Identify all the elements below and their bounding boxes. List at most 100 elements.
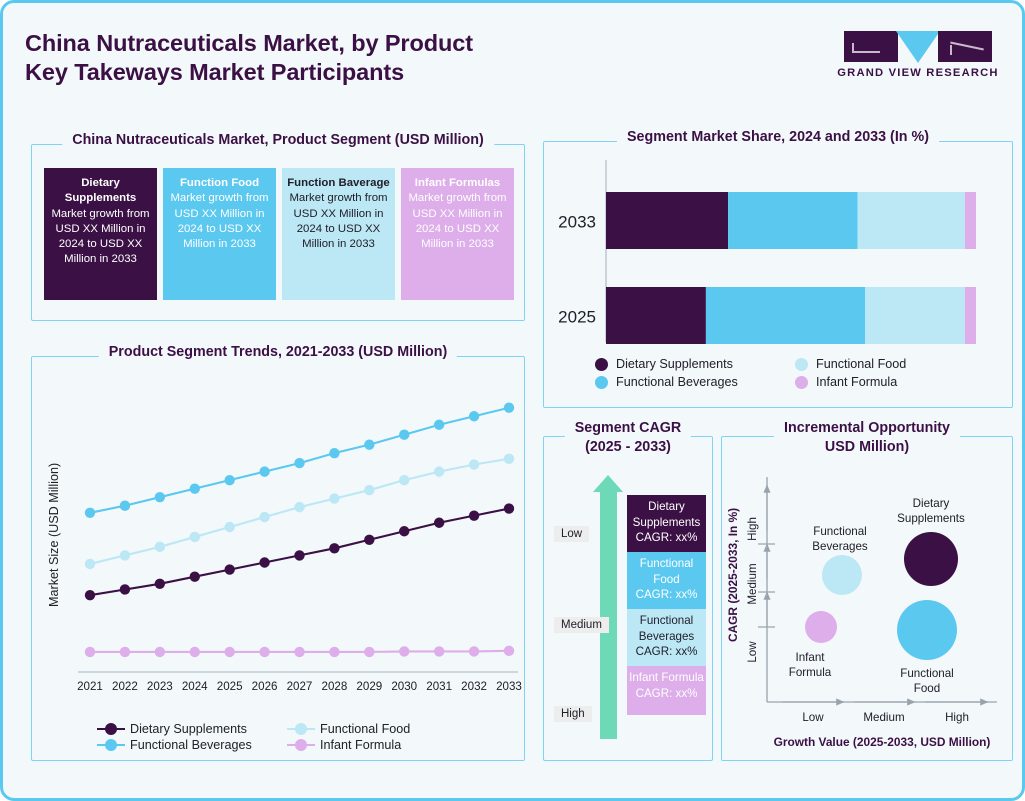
trend-point xyxy=(468,646,480,657)
trend-point xyxy=(399,474,410,486)
trends-panel-title: Product Segment Trends, 2021-2033 (USD M… xyxy=(98,343,458,362)
legend-label: Functional Food xyxy=(816,357,907,371)
cagr-box-name-line-1: Dietary xyxy=(648,500,685,513)
opp-bubble-label-if-2: Formula xyxy=(789,666,832,679)
trends-line-chart: Market Size (USD Million) 2021 2022 2023 20… xyxy=(47,402,522,693)
opp-x-tick-medium: Medium xyxy=(863,711,904,724)
trend-x-tick: 2024 xyxy=(182,680,208,693)
segment-card-body: Market growth from USD XX Million in 202… xyxy=(289,192,388,251)
trend-point xyxy=(154,646,166,658)
cagr-scale-low: Low xyxy=(554,526,590,542)
trend-x-tick: 2033 xyxy=(496,680,522,693)
trend-point xyxy=(224,521,235,533)
legend-item-functional-food: Functional Food xyxy=(795,357,995,371)
trend-point xyxy=(503,402,515,413)
trend-point xyxy=(503,453,515,465)
cagr-box-name-line-1: Functional xyxy=(639,614,694,627)
cagr-box-name-line-2: Beverages xyxy=(638,629,695,643)
trend-point xyxy=(503,503,515,514)
trend-point xyxy=(119,584,131,595)
trend-point xyxy=(329,447,340,459)
logo-left-line-icon xyxy=(852,51,880,53)
trend-point xyxy=(503,645,515,657)
legend-item-infant-formula: Infant Formula xyxy=(287,738,472,752)
trend-point xyxy=(84,507,96,518)
trends-legend: Dietary Supplements Functional Food Func… xyxy=(97,721,517,753)
trend-point xyxy=(468,411,480,422)
page-header: China Nutraceuticals Market, by Product … xyxy=(3,3,1022,109)
trend-point xyxy=(224,474,235,486)
trends-y-axis-title: Market Size (USD Million) xyxy=(47,463,61,607)
trend-point xyxy=(224,564,235,575)
opp-bubble-functional-beverages xyxy=(822,555,862,595)
trend-point xyxy=(189,646,200,658)
share-plot-area: 2033 2025 xyxy=(558,192,976,344)
opp-x-axis-title: Growth Value (2025-2033, USD Million) xyxy=(774,735,991,749)
legend-marker-icon xyxy=(287,739,315,752)
legend-dot-icon xyxy=(795,375,808,389)
share-bar-segment xyxy=(865,287,965,344)
opp-bubble-functional-food xyxy=(897,600,957,660)
share-bar-segment xyxy=(705,287,865,344)
trend-point xyxy=(433,517,445,528)
cagr-box-value: CAGR: xx% xyxy=(635,686,698,700)
opp-bubble-label-ds-2: Supplements xyxy=(897,512,965,525)
product-segment-panel-title: China Nutraceuticals Market, Product Seg… xyxy=(62,131,494,150)
trend-x-tick: 2028 xyxy=(322,680,348,693)
legend-label: Dietary Supplements xyxy=(616,357,733,371)
cagr-box-name-line-2: Supplements xyxy=(632,515,701,529)
opp-bubble-dietary-supplements xyxy=(904,532,958,586)
cagr-box-functional-beverages: Functional Beverages CAGR: xx% xyxy=(627,609,706,666)
legend-label: Functional Beverages xyxy=(616,375,738,389)
opportunity-title-line-1: Incremental Opportunity xyxy=(783,420,951,436)
trend-point xyxy=(364,534,375,545)
trend-point xyxy=(468,459,480,470)
page-title-line-1: China Nutraceuticals Market, by Product xyxy=(25,30,473,56)
logo-mark xyxy=(830,31,1006,63)
trend-point xyxy=(154,491,166,503)
trend-point xyxy=(329,543,340,554)
cagr-title-line-2: (2025 - 2033) xyxy=(585,439,671,455)
trend-x-tick: 2026 xyxy=(252,680,278,693)
opportunity-panel-title: Incremental Opportunity USD Million) xyxy=(773,419,961,457)
opp-y-axis-title: CAGR (2025-2033, In %) xyxy=(726,508,740,642)
trend-x-tick: 2032 xyxy=(461,680,487,693)
segment-market-share-chart: 2033 2025 xyxy=(558,160,976,344)
legend-dot-icon xyxy=(595,375,608,389)
page-title-line-2: Key Takeways Market Participants xyxy=(25,59,405,85)
product-segment-panel: China Nutraceuticals Market, Product Seg… xyxy=(31,131,525,321)
segment-cagr-panel: Segment CAGR (2025 - 2033) Low Medium Hi… xyxy=(543,419,713,761)
trend-point xyxy=(433,466,445,477)
opp-y-tick-medium: Medium xyxy=(746,563,759,604)
share-panel-title: Segment Market Share, 2024 and 2033 (In … xyxy=(617,128,939,147)
cagr-arrow-head-icon xyxy=(593,475,623,492)
segment-card-function-baverage: Function Baverage Market growth from USD… xyxy=(282,168,395,300)
trends-plot-area xyxy=(84,402,515,658)
trend-point xyxy=(259,511,270,523)
opp-y-tick-high: High xyxy=(746,517,759,541)
trend-point xyxy=(364,484,375,496)
trend-point xyxy=(259,557,270,568)
trend-point xyxy=(119,646,131,658)
opp-x-tick-low: Low xyxy=(802,711,824,724)
segment-card-infant-formulas: Infant Formulas Market growth from USD X… xyxy=(401,168,514,300)
trend-x-tick: 2029 xyxy=(356,680,382,693)
incremental-opportunity-panel: Incremental Opportunity USD Million) xyxy=(721,419,1013,761)
trend-point xyxy=(189,483,200,494)
trend-point xyxy=(259,646,270,658)
segment-card-title: Infant Formulas xyxy=(414,177,501,189)
opp-bubble-label-if-1: Infant xyxy=(795,651,825,664)
share-bar-segment xyxy=(964,287,976,344)
cagr-box-name-line-2: Food xyxy=(653,572,680,586)
legend-item-functional-beverages: Functional Beverages xyxy=(97,738,287,752)
legend-item-dietary-supplements: Dietary Supplements xyxy=(595,357,795,371)
trend-x-tick: 2023 xyxy=(147,680,173,693)
cagr-box-dietary-supplements: Dietary Supplements CAGR: xx% xyxy=(627,495,706,552)
legend-label: Infant Formula xyxy=(816,375,898,389)
cagr-scale-medium: Medium xyxy=(554,617,609,633)
legend-item-functional-beverages: Functional Beverages xyxy=(595,375,795,389)
trend-point xyxy=(468,510,480,521)
trend-point xyxy=(433,646,445,657)
trend-point xyxy=(294,550,305,561)
legend-label: Infant Formula xyxy=(320,738,402,752)
